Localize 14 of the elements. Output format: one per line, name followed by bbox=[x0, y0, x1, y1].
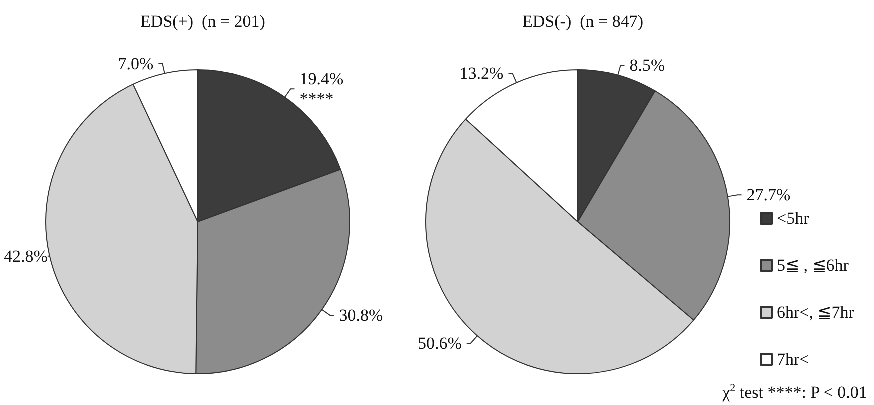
chart-title: EDS(+) (n = 201) bbox=[140, 12, 266, 31]
data-label: 19.4% **** bbox=[300, 70, 344, 109]
data-label: 42.8% bbox=[4, 246, 48, 266]
chart-title: EDS(-) (n = 847) bbox=[522, 12, 644, 31]
data-label: 7.0% bbox=[118, 54, 154, 74]
legend-label: 7hr< bbox=[777, 350, 810, 369]
data-label: 30.8% bbox=[339, 306, 384, 326]
data-label: 50.6% bbox=[418, 334, 462, 354]
legend-label: <5hr bbox=[777, 209, 810, 228]
data-label: 8.5% bbox=[630, 56, 666, 76]
data-label: 27.7% bbox=[746, 186, 791, 205]
legend-label: 6hr<, ≦7hr bbox=[777, 303, 855, 322]
data-label: 13.2% bbox=[460, 64, 504, 84]
legend-label: 5≦ , ≦6hr bbox=[777, 256, 850, 275]
